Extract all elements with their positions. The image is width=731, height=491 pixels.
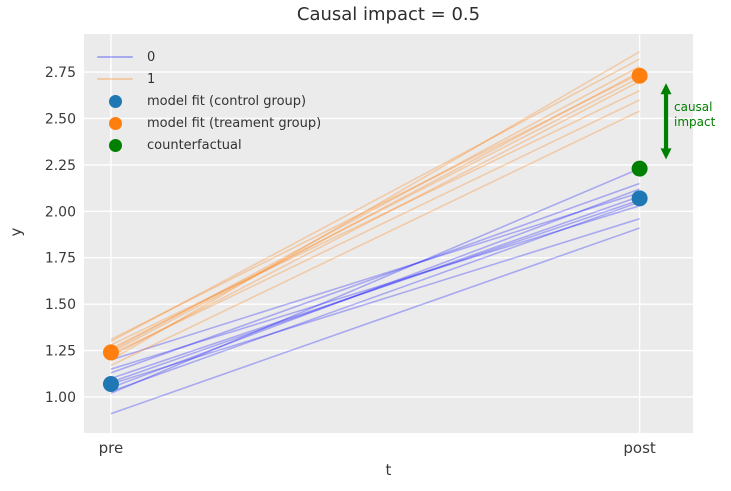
- arrow-head-up-icon: [660, 83, 672, 95]
- causal-impact-annotation: causal impact: [674, 100, 715, 130]
- treatment-subject-line: [110, 71, 640, 354]
- x-tick-label: pre: [99, 439, 124, 457]
- control-subject-line: [110, 217, 640, 385]
- treatment-subject-line: [110, 76, 640, 350]
- x-tick-label: post: [623, 439, 656, 457]
- legend-swatch-box: [96, 77, 134, 81]
- y-tick-label: 1.00: [45, 390, 76, 406]
- legend-label: model fit (control group): [147, 93, 307, 109]
- legend-label: 0: [147, 49, 156, 65]
- x-axis-label: t: [385, 461, 392, 479]
- legend-swatch-box: [96, 55, 134, 59]
- control-subject-line: [110, 188, 640, 389]
- model-fit-treament-group--marker: [102, 344, 119, 361]
- treatment-subject-line: [110, 110, 640, 367]
- treatment-line-swatch: [97, 77, 133, 81]
- legend: 0 1 model fit (control group) model fit …: [96, 46, 321, 156]
- chart-title: Causal impact = 0.5: [296, 4, 481, 25]
- plot-area: [84, 34, 693, 433]
- legend-item-group0: 0: [96, 46, 321, 68]
- arrow-head-down-icon: [660, 148, 672, 160]
- annotation-line-1: causal: [674, 100, 713, 114]
- control-subject-line: [110, 195, 640, 383]
- legend-swatch-box: [96, 138, 134, 152]
- y-tick-label: 1.25: [45, 344, 76, 360]
- legend-label: counterfactual: [147, 137, 242, 153]
- control-subject-line: [110, 201, 640, 393]
- legend-item-counterfactual: counterfactual: [96, 134, 321, 156]
- y-tick-label: 1.50: [45, 297, 76, 313]
- y-axis-label: y: [7, 227, 25, 237]
- control-subject-line: [110, 204, 640, 370]
- legend-swatch-box: [96, 94, 134, 108]
- treatment-subject-line: [110, 89, 640, 346]
- y-tick-label: 2.50: [45, 111, 76, 127]
- treatment-subject-line: [110, 50, 641, 361]
- model-fit-control-group--marker: [631, 190, 648, 207]
- model-fit-treament-group--marker: [631, 67, 648, 84]
- control-subject-line: [110, 191, 640, 361]
- counterfactual-marker-swatch: [108, 138, 122, 152]
- treatment-subject-line: [110, 65, 640, 352]
- legend-item-control-fit: model fit (control group): [96, 90, 321, 112]
- control-subject-line: [110, 167, 640, 395]
- y-tick-label: 1.75: [45, 251, 76, 267]
- legend-swatch-box: [96, 116, 134, 130]
- treatment-subject-line: [110, 99, 640, 355]
- legend-item-group1: 1: [96, 68, 321, 90]
- legend-item-treatment-fit: model fit (treament group): [96, 112, 321, 134]
- treatment-subject-line: [110, 58, 640, 342]
- control-subject-line: [110, 182, 640, 374]
- counterfactual-marker: [631, 160, 648, 177]
- control-subject-line: [110, 227, 640, 415]
- treatment-subject-line: [110, 80, 640, 357]
- control-subject-line: [110, 199, 640, 380]
- treatment-subject-line: [110, 73, 640, 341]
- y-tick-label: 2.00: [45, 204, 76, 220]
- model-fit-control-group--marker: [102, 375, 119, 392]
- annotation-line-2: impact: [674, 115, 716, 129]
- treatment-marker-swatch: [108, 116, 122, 130]
- control-marker-swatch: [108, 94, 122, 108]
- control-line-swatch: [97, 55, 133, 59]
- y-tick-label: 2.25: [45, 158, 76, 174]
- legend-label: 1: [147, 71, 156, 87]
- legend-label: model fit (treament group): [147, 115, 322, 131]
- y-tick-label: 2.75: [45, 65, 76, 81]
